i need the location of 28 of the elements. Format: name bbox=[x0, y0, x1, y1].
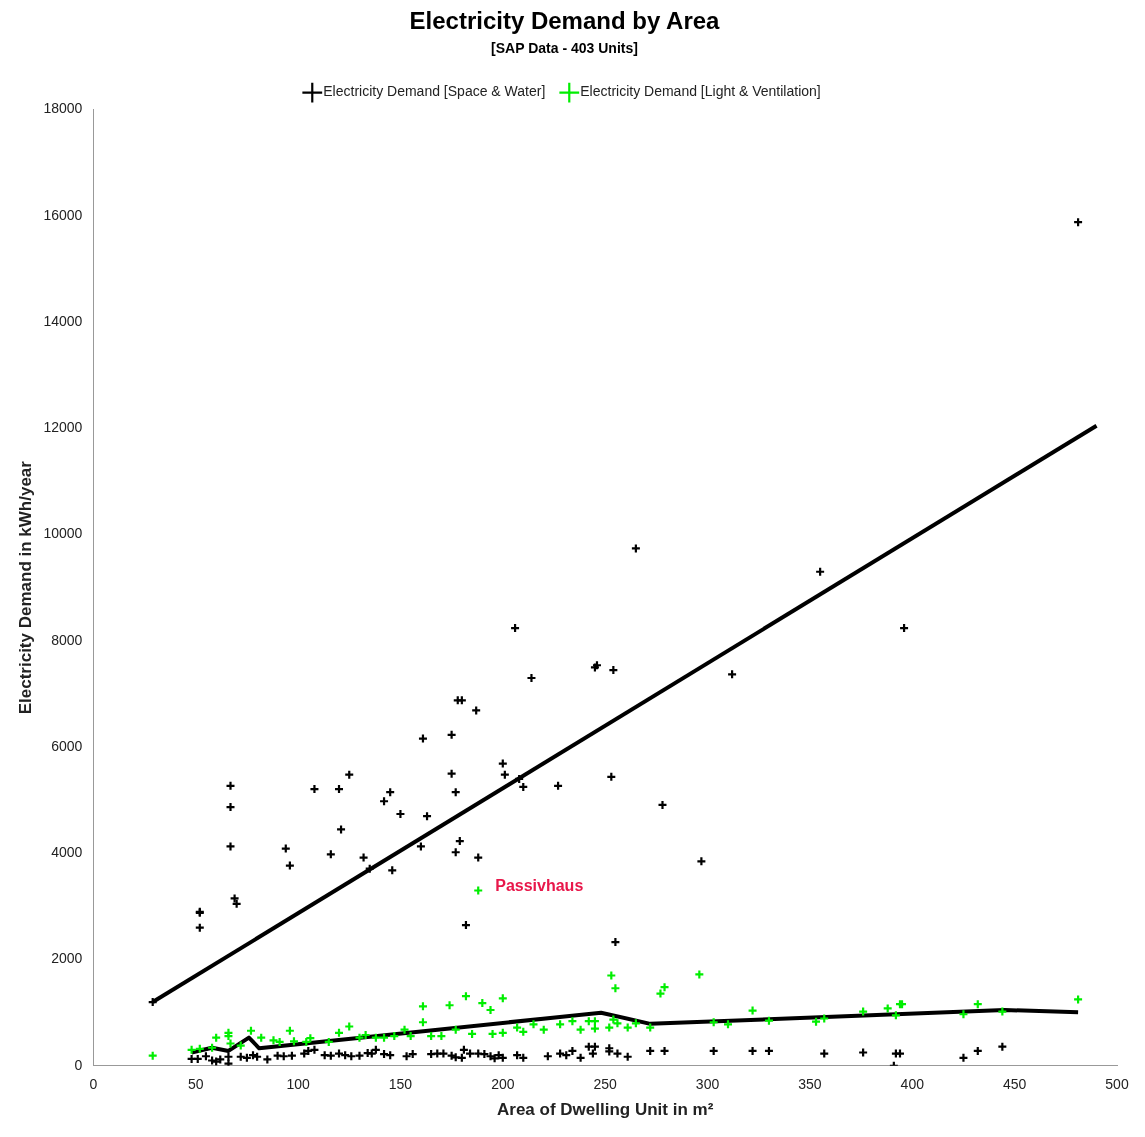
x-tick-label: 450 bbox=[1002, 1076, 1027, 1093]
y-tick-label: 2000 bbox=[51, 950, 83, 967]
chart-title: Electricity Demand by Area bbox=[409, 7, 721, 35]
y-tick-label: 14000 bbox=[43, 312, 83, 329]
y-tick-label: 18000 bbox=[43, 100, 83, 117]
x-tick-label: 150 bbox=[388, 1076, 413, 1093]
x-tick-label: 500 bbox=[1105, 1076, 1129, 1093]
y-tick-label: 16000 bbox=[43, 206, 83, 223]
x-tick-label: 250 bbox=[593, 1076, 618, 1093]
x-axis-title: Area of Dwelling Unit in m² bbox=[497, 1100, 714, 1120]
y-tick-label: 12000 bbox=[43, 419, 83, 436]
chart-subtitle: [SAP Data - 403 Units] bbox=[491, 40, 638, 57]
y-tick-label: 4000 bbox=[51, 844, 83, 861]
x-tick-label: 350 bbox=[798, 1076, 822, 1093]
y-tick-label: 0 bbox=[74, 1056, 83, 1073]
x-tick-label: 100 bbox=[286, 1076, 310, 1093]
legend-label: Electricity Demand [Light & Ventilation] bbox=[580, 83, 821, 100]
y-axis-title: Electricity Demand in kWh/year bbox=[15, 460, 35, 715]
x-tick-label: 300 bbox=[695, 1076, 720, 1093]
y-tick-label: 8000 bbox=[51, 631, 83, 648]
x-tick-label: 50 bbox=[187, 1076, 204, 1093]
x-tick-label: 400 bbox=[900, 1076, 925, 1093]
legend-label: Electricity Demand [Space & Water] bbox=[323, 83, 546, 100]
y-tick-label: 6000 bbox=[51, 737, 83, 754]
x-tick-label: 0 bbox=[89, 1076, 98, 1093]
x-tick-label: 200 bbox=[491, 1076, 515, 1093]
y-tick-label: 10000 bbox=[43, 525, 83, 542]
annotation: Passivhaus bbox=[495, 876, 584, 894]
